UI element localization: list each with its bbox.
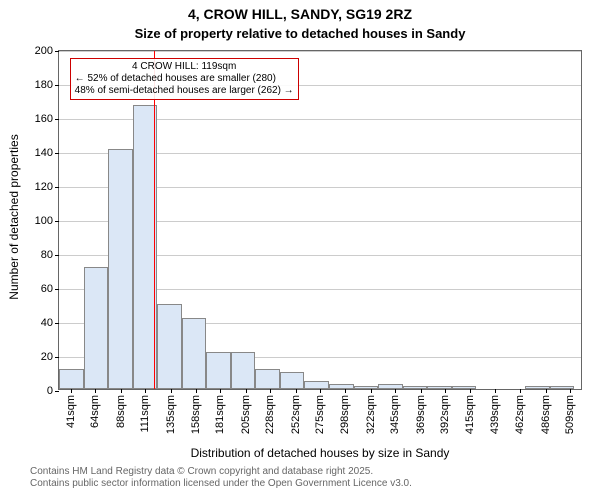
chart-container: { "title_main": "4, CROW HILL, SANDY, SG… (0, 0, 600, 500)
xtick-label: 275sqm (314, 395, 326, 434)
ytick-label: 180 (35, 79, 53, 91)
xtick-label: 509sqm (564, 395, 576, 434)
xtick-label: 41sqm (65, 395, 77, 428)
histogram-bar (304, 381, 329, 390)
plot-area: 02040608010012014016018020041sqm64sqm88s… (58, 50, 582, 390)
ytick-label: 100 (35, 215, 53, 227)
xtick-mark (371, 389, 372, 393)
histogram-bar (182, 318, 207, 389)
histogram-bar (329, 384, 354, 389)
annotation-box: 4 CROW HILL: 119sqm← 52% of detached hou… (70, 58, 299, 100)
xtick-mark (421, 389, 422, 393)
ytick-mark (55, 51, 59, 52)
xtick-mark (71, 389, 72, 393)
xtick-label: 88sqm (115, 395, 127, 428)
xtick-mark (246, 389, 247, 393)
histogram-bar (280, 372, 305, 389)
xtick-mark (520, 389, 521, 393)
ytick-label: 140 (35, 147, 53, 159)
histogram-bar (427, 386, 452, 389)
xtick-label: 322sqm (365, 395, 377, 434)
xtick-label: 64sqm (89, 395, 101, 428)
xtick-label: 439sqm (489, 395, 501, 434)
ytick-label: 20 (41, 351, 53, 363)
ytick-mark (55, 221, 59, 222)
ytick-label: 200 (35, 45, 53, 57)
attribution-text: Contains HM Land Registry data © Crown c… (30, 466, 412, 490)
xtick-label: 298sqm (339, 395, 351, 434)
ytick-mark (55, 153, 59, 154)
xtick-mark (121, 389, 122, 393)
xtick-label: 486sqm (540, 395, 552, 434)
histogram-bar (354, 386, 379, 389)
ytick-mark (55, 85, 59, 86)
xtick-mark (171, 389, 172, 393)
xtick-mark (395, 389, 396, 393)
histogram-bar (452, 386, 477, 389)
xtick-label: 205sqm (240, 395, 252, 434)
xtick-mark (220, 389, 221, 393)
xtick-mark (546, 389, 547, 393)
ytick-mark (55, 289, 59, 290)
xtick-label: 181sqm (214, 395, 226, 434)
chart-title: 4, CROW HILL, SANDY, SG19 2RZ (0, 6, 600, 22)
xtick-mark (145, 389, 146, 393)
ytick-label: 40 (41, 317, 53, 329)
xtick-label: 415sqm (464, 395, 476, 434)
xtick-mark (270, 389, 271, 393)
histogram-bar (403, 386, 428, 389)
ytick-label: 80 (41, 249, 53, 261)
histogram-bar (231, 352, 256, 389)
y-axis-label: Number of detached properties (7, 117, 21, 317)
ytick-mark (55, 391, 59, 392)
xtick-label: 228sqm (264, 395, 276, 434)
ytick-mark (55, 323, 59, 324)
histogram-bar (206, 352, 231, 389)
xtick-mark (95, 389, 96, 393)
attribution-line: Contains public sector information licen… (30, 478, 412, 490)
xtick-label: 135sqm (165, 395, 177, 434)
xtick-mark (196, 389, 197, 393)
xtick-mark (296, 389, 297, 393)
gridline (59, 51, 581, 52)
histogram-bar (108, 149, 133, 389)
xtick-label: 345sqm (389, 395, 401, 434)
ytick-mark (55, 357, 59, 358)
annotation-line: ← 52% of detached houses are smaller (28… (75, 73, 294, 85)
histogram-bar (59, 369, 84, 389)
ytick-mark (55, 187, 59, 188)
histogram-bar (84, 267, 109, 389)
xtick-mark (445, 389, 446, 393)
annotation-line: 4 CROW HILL: 119sqm (75, 61, 294, 73)
x-axis-label: Distribution of detached houses by size … (58, 446, 582, 460)
histogram-bar (255, 369, 280, 389)
ytick-label: 160 (35, 113, 53, 125)
marker-line (154, 51, 155, 389)
histogram-bar (157, 304, 182, 389)
annotation-line: 48% of semi-detached houses are larger (… (75, 85, 294, 97)
chart-subtitle: Size of property relative to detached ho… (0, 26, 600, 41)
xtick-label: 392sqm (439, 395, 451, 434)
xtick-mark (570, 389, 571, 393)
xtick-mark (470, 389, 471, 393)
ytick-mark (55, 255, 59, 256)
xtick-label: 369sqm (415, 395, 427, 434)
xtick-label: 462sqm (514, 395, 526, 434)
xtick-mark (495, 389, 496, 393)
xtick-label: 252sqm (290, 395, 302, 434)
xtick-label: 158sqm (190, 395, 202, 434)
xtick-mark (320, 389, 321, 393)
ytick-label: 0 (47, 385, 53, 397)
ytick-mark (55, 119, 59, 120)
ytick-label: 60 (41, 283, 53, 295)
xtick-label: 111sqm (139, 395, 151, 433)
attribution-line: Contains HM Land Registry data © Crown c… (30, 466, 412, 478)
histogram-bar (378, 384, 403, 389)
ytick-label: 120 (35, 181, 53, 193)
xtick-mark (345, 389, 346, 393)
